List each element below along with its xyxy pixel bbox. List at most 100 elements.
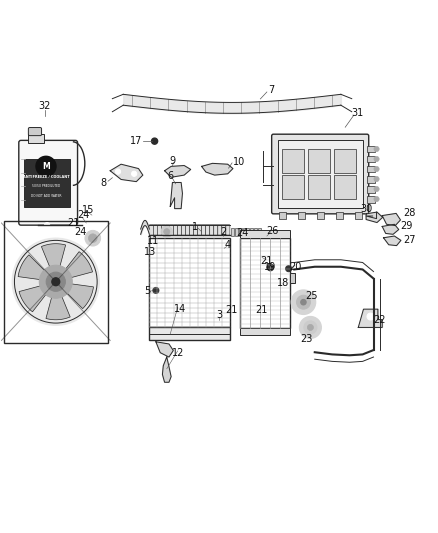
Polygon shape <box>165 166 191 177</box>
Circle shape <box>301 300 306 305</box>
Polygon shape <box>110 164 143 182</box>
FancyBboxPatch shape <box>186 225 190 235</box>
Text: 11: 11 <box>147 236 159 246</box>
Text: 6: 6 <box>167 171 173 181</box>
Bar <box>258 228 261 237</box>
Circle shape <box>367 313 374 320</box>
FancyBboxPatch shape <box>210 225 214 235</box>
Bar <box>235 228 238 237</box>
Text: 21: 21 <box>255 305 268 315</box>
FancyBboxPatch shape <box>153 225 157 235</box>
Bar <box>308 149 330 173</box>
Bar <box>4 221 108 343</box>
Circle shape <box>300 317 321 338</box>
Text: 26: 26 <box>266 226 278 236</box>
Bar <box>290 272 295 284</box>
Polygon shape <box>46 295 70 320</box>
Text: 18: 18 <box>277 278 290 288</box>
Circle shape <box>116 169 120 174</box>
FancyBboxPatch shape <box>218 225 222 235</box>
Bar <box>278 140 363 208</box>
Circle shape <box>12 238 99 325</box>
Polygon shape <box>382 224 399 235</box>
Bar <box>254 228 257 237</box>
FancyBboxPatch shape <box>190 225 194 235</box>
Circle shape <box>46 272 65 292</box>
FancyBboxPatch shape <box>170 225 173 235</box>
Polygon shape <box>201 163 233 175</box>
Bar <box>317 212 324 219</box>
FancyBboxPatch shape <box>166 225 170 235</box>
Circle shape <box>297 295 311 309</box>
Bar <box>367 175 375 182</box>
Text: 1: 1 <box>192 222 198 232</box>
Circle shape <box>85 230 101 246</box>
Circle shape <box>153 287 159 294</box>
Text: 12: 12 <box>171 348 184 358</box>
Polygon shape <box>358 309 382 327</box>
Circle shape <box>39 265 72 298</box>
Bar <box>240 328 290 335</box>
Text: ANTIFREEZE / COOLANT: ANTIFREEZE / COOLANT <box>23 175 69 179</box>
Polygon shape <box>66 284 93 309</box>
Polygon shape <box>19 286 47 312</box>
Text: 10: 10 <box>233 157 245 167</box>
Text: M: M <box>42 162 50 171</box>
Bar <box>247 228 250 237</box>
Bar <box>24 159 70 206</box>
Bar <box>149 327 230 340</box>
Bar <box>308 175 330 199</box>
Polygon shape <box>65 252 92 278</box>
Circle shape <box>36 156 56 176</box>
Circle shape <box>304 321 317 334</box>
Text: 21: 21 <box>67 217 79 228</box>
Circle shape <box>161 226 173 237</box>
Text: 50/50 PREDILUTED: 50/50 PREDILUTED <box>32 184 60 189</box>
Circle shape <box>291 290 316 314</box>
Polygon shape <box>366 212 383 223</box>
FancyBboxPatch shape <box>19 140 78 225</box>
Bar <box>239 228 242 237</box>
Bar <box>251 228 253 237</box>
Text: 32: 32 <box>39 101 51 111</box>
Circle shape <box>374 197 379 201</box>
Bar <box>149 238 230 327</box>
FancyBboxPatch shape <box>177 225 182 235</box>
Circle shape <box>45 223 49 228</box>
Text: 30: 30 <box>360 204 372 214</box>
Bar <box>336 212 343 219</box>
Text: 22: 22 <box>373 314 385 325</box>
Circle shape <box>71 223 76 228</box>
Text: 8: 8 <box>101 178 107 188</box>
FancyBboxPatch shape <box>162 225 166 235</box>
Text: 24: 24 <box>237 228 249 238</box>
Polygon shape <box>156 342 173 357</box>
Bar <box>355 212 362 219</box>
Text: 21: 21 <box>260 256 272 266</box>
FancyBboxPatch shape <box>198 225 202 235</box>
Bar <box>298 212 305 219</box>
Text: 20: 20 <box>289 262 301 271</box>
FancyBboxPatch shape <box>182 225 186 235</box>
FancyBboxPatch shape <box>206 225 210 235</box>
Bar <box>334 175 356 199</box>
Polygon shape <box>162 357 171 382</box>
Text: DO NOT ADD WATER: DO NOT ADD WATER <box>31 193 61 198</box>
Circle shape <box>374 156 379 161</box>
FancyBboxPatch shape <box>173 225 177 235</box>
Circle shape <box>267 264 274 271</box>
Bar <box>231 228 234 237</box>
Text: 4: 4 <box>225 240 231 250</box>
FancyBboxPatch shape <box>157 225 162 235</box>
Bar <box>28 134 44 142</box>
Bar <box>334 149 356 173</box>
Text: 7: 7 <box>268 85 274 95</box>
Text: 14: 14 <box>174 304 186 314</box>
Bar <box>367 185 375 192</box>
FancyBboxPatch shape <box>194 225 198 235</box>
FancyBboxPatch shape <box>222 225 226 235</box>
Polygon shape <box>382 213 400 225</box>
Text: 21: 21 <box>225 305 237 315</box>
Circle shape <box>164 229 170 235</box>
Text: 24: 24 <box>77 210 89 220</box>
